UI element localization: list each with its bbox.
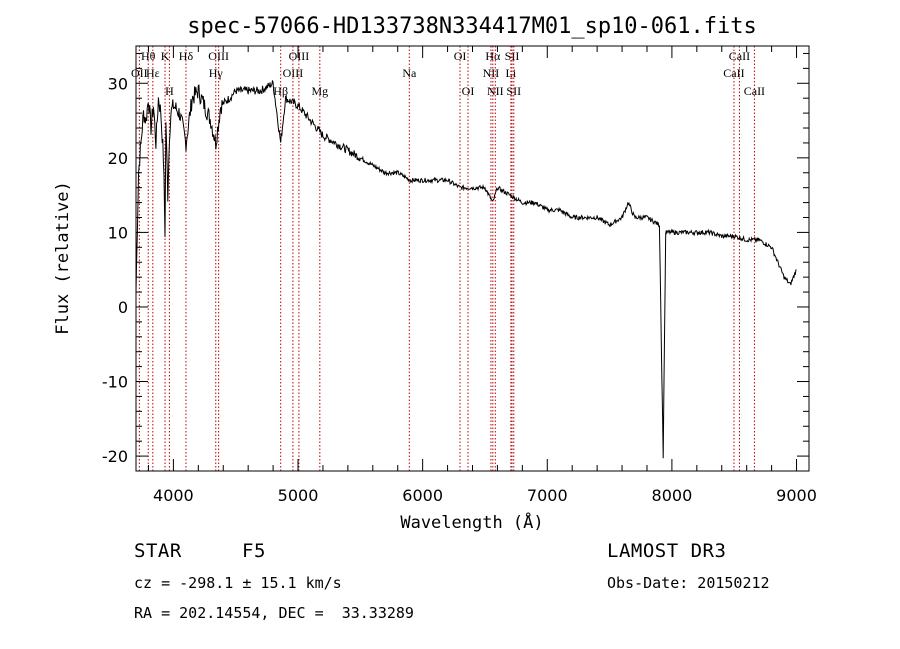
line-label-SII: SII — [506, 84, 521, 98]
line-label-Hε: Hε — [146, 66, 160, 80]
observation-date: Obs-Date: 20150212 — [607, 574, 770, 592]
line-label-OI: OI — [462, 84, 475, 98]
line-label-Hβ: Hβ — [273, 84, 288, 98]
axis-ticks: 4000 5000 6000 7000 8000 9000 -20 -10 0 10 20 30 — [102, 46, 817, 505]
line-label-OIII: OIII — [283, 66, 304, 80]
redshift-cz: cz = -298.1 ± 15.1 km/s — [134, 574, 342, 592]
line-label-K: K — [161, 49, 170, 63]
line-label-Hδ: Hδ — [179, 49, 194, 63]
line-label-Na: Na — [402, 66, 417, 80]
line-label-Li: Li — [506, 66, 517, 80]
object-class: STAR — [134, 540, 182, 562]
survey-name: LAMOST DR3 — [607, 540, 727, 562]
line-label-Hθ: Hθ — [141, 49, 156, 63]
line-label-SII: SII — [505, 49, 520, 63]
x-tick-label: 7000 — [527, 486, 568, 505]
spectrum-series-line — [135, 80, 797, 459]
line-label-Hγ: Hγ — [209, 66, 224, 80]
chart-title: spec-57066-HD133738N334417M01_sp10-061.f… — [187, 14, 757, 39]
line-label-NII: NII — [487, 84, 504, 98]
line-label-OIII: OIII — [289, 49, 310, 63]
line-label-NII: NII — [483, 66, 500, 80]
x-tick-label: 9000 — [776, 486, 817, 505]
y-tick-label: 0 — [118, 298, 128, 317]
line-label-CaII: CaII — [723, 66, 744, 80]
x-tick-label: 8000 — [652, 486, 693, 505]
x-tick-label: 6000 — [402, 486, 443, 505]
line-label-CaII: CaII — [744, 84, 765, 98]
line-label-Mg: Mg — [311, 84, 328, 98]
y-tick-label: 30 — [108, 74, 128, 93]
y-tick-label: 10 — [108, 223, 128, 242]
line-label-Hα: Hα — [485, 49, 501, 63]
ra-dec: RA = 202.14554, DEC = 33.33289 — [134, 604, 414, 622]
line-label-OI: OI — [454, 49, 467, 63]
line-label-H: H — [165, 84, 174, 98]
object-subclass: F5 — [242, 540, 266, 562]
y-tick-label: -10 — [102, 373, 128, 392]
y-axis-label: Flux (relative) — [53, 181, 73, 335]
y-tick-label: -20 — [102, 447, 128, 466]
line-label-OIII: OIII — [208, 49, 229, 63]
line-label-CaII: CaII — [729, 49, 750, 63]
y-tick-label: 20 — [108, 149, 128, 168]
x-tick-label: 4000 — [153, 486, 194, 505]
x-axis-label: Wavelength (Å) — [400, 511, 543, 533]
line-label-OII: OII — [131, 66, 148, 80]
x-tick-label: 5000 — [278, 486, 319, 505]
plot-frame — [135, 45, 810, 472]
